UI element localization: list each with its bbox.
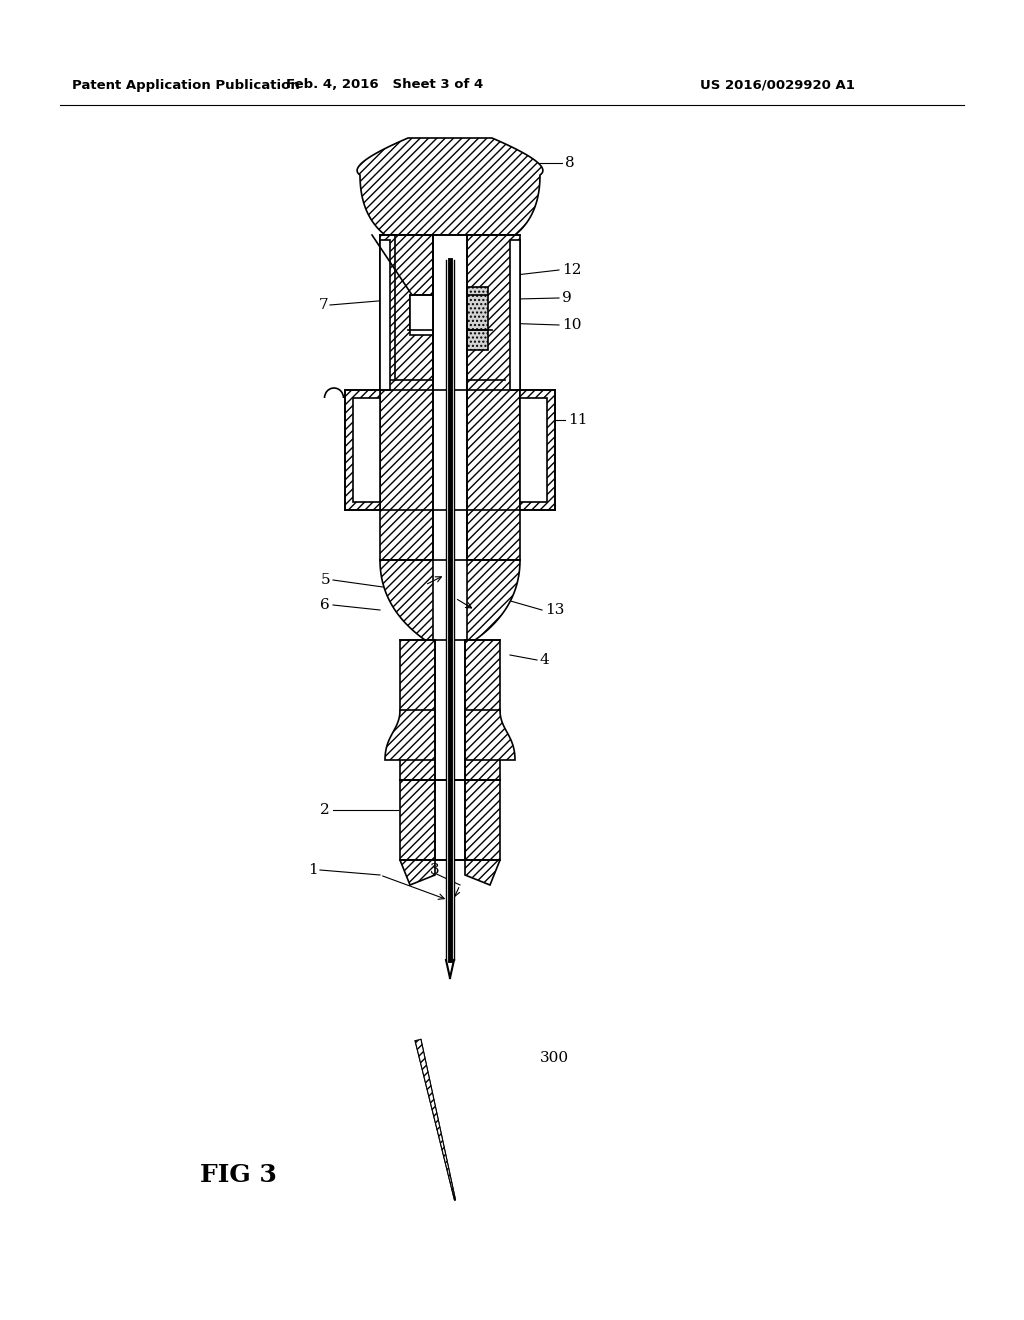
- Text: Feb. 4, 2016   Sheet 3 of 4: Feb. 4, 2016 Sheet 3 of 4: [287, 78, 483, 91]
- Polygon shape: [400, 780, 435, 861]
- Text: 3: 3: [430, 863, 439, 876]
- Text: 12: 12: [562, 263, 582, 277]
- Text: 4: 4: [540, 653, 550, 667]
- Polygon shape: [400, 640, 435, 780]
- Polygon shape: [380, 240, 390, 389]
- Polygon shape: [433, 235, 467, 560]
- Text: 6: 6: [321, 598, 330, 612]
- Polygon shape: [385, 710, 435, 760]
- Polygon shape: [380, 235, 433, 560]
- Text: 1: 1: [308, 863, 318, 876]
- Text: 9: 9: [562, 290, 571, 305]
- Polygon shape: [520, 389, 555, 510]
- Polygon shape: [465, 861, 500, 884]
- Text: 300: 300: [540, 1051, 569, 1065]
- Text: 11: 11: [568, 413, 588, 426]
- Polygon shape: [380, 560, 433, 640]
- Polygon shape: [467, 235, 520, 560]
- Polygon shape: [357, 139, 543, 235]
- Polygon shape: [465, 780, 500, 861]
- Polygon shape: [400, 861, 435, 884]
- Polygon shape: [353, 399, 380, 502]
- Text: 7: 7: [318, 298, 328, 312]
- Text: 5: 5: [321, 573, 330, 587]
- Polygon shape: [510, 240, 520, 389]
- Polygon shape: [465, 710, 515, 760]
- Text: 2: 2: [321, 803, 330, 817]
- Polygon shape: [465, 640, 500, 780]
- Text: US 2016/0029920 A1: US 2016/0029920 A1: [700, 78, 855, 91]
- Polygon shape: [446, 260, 454, 960]
- Polygon shape: [467, 330, 488, 350]
- Polygon shape: [410, 235, 433, 380]
- Polygon shape: [520, 399, 547, 502]
- Text: 10: 10: [562, 318, 582, 333]
- Polygon shape: [380, 235, 395, 380]
- Text: 8: 8: [565, 156, 574, 170]
- Polygon shape: [467, 560, 520, 640]
- Polygon shape: [415, 1039, 456, 1200]
- Text: 13: 13: [545, 603, 564, 616]
- Polygon shape: [345, 389, 380, 510]
- Polygon shape: [410, 294, 433, 335]
- Text: FIG 3: FIG 3: [200, 1163, 276, 1187]
- Polygon shape: [467, 286, 488, 330]
- Text: Patent Application Publication: Patent Application Publication: [72, 78, 300, 91]
